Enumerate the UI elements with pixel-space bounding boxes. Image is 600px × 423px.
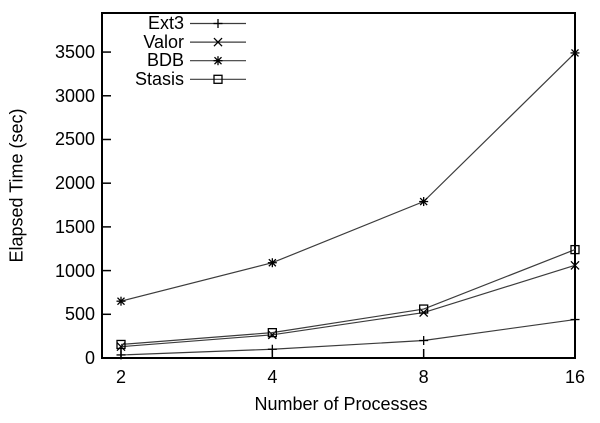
marker-stasis xyxy=(116,339,126,350)
marker-valor xyxy=(570,260,580,270)
x-tick-label: 4 xyxy=(267,367,278,387)
x-axis-title: Number of Processes xyxy=(254,394,428,414)
y-tick-label: 3000 xyxy=(54,85,95,106)
y-tick-label: 2000 xyxy=(54,173,95,194)
legend-marker-stasis xyxy=(213,74,223,84)
legend-label-ext3: Ext3 xyxy=(147,13,184,33)
series-line-ext3 xyxy=(120,318,576,356)
marker-bdb xyxy=(571,48,579,57)
y-tick-label: 0 xyxy=(84,348,95,368)
series-line-stasis xyxy=(120,249,576,346)
x-tick-label: 16 xyxy=(564,367,586,387)
marker-stasis xyxy=(267,328,277,338)
y-tick-label: 1000 xyxy=(54,260,95,281)
marker-stasis xyxy=(570,244,580,255)
legend-marker-valor xyxy=(213,37,223,47)
series-line-bdb xyxy=(120,52,576,302)
legend-label-stasis: Stasis xyxy=(134,69,184,89)
y-tick-label: 1500 xyxy=(54,216,95,237)
series-line-valor xyxy=(120,264,576,348)
marker-bdb xyxy=(268,258,277,267)
marker-stasis xyxy=(419,304,429,314)
x-tick-label: 8 xyxy=(418,367,429,387)
legend-label-valor: Valor xyxy=(143,32,184,52)
y-axis-title: Elapsed Time (sec) xyxy=(6,108,27,263)
y-tick-label: 2500 xyxy=(54,129,95,150)
legend-marker-bdb xyxy=(214,56,222,65)
y-tick-label: 3500 xyxy=(54,42,95,63)
marker-bdb xyxy=(117,297,125,306)
marker-bdb xyxy=(419,197,428,206)
legend-label-bdb: BDB xyxy=(146,50,184,70)
x-tick-label: 2 xyxy=(115,367,126,387)
plot-border xyxy=(101,12,576,359)
y-tick-label: 500 xyxy=(64,304,95,325)
